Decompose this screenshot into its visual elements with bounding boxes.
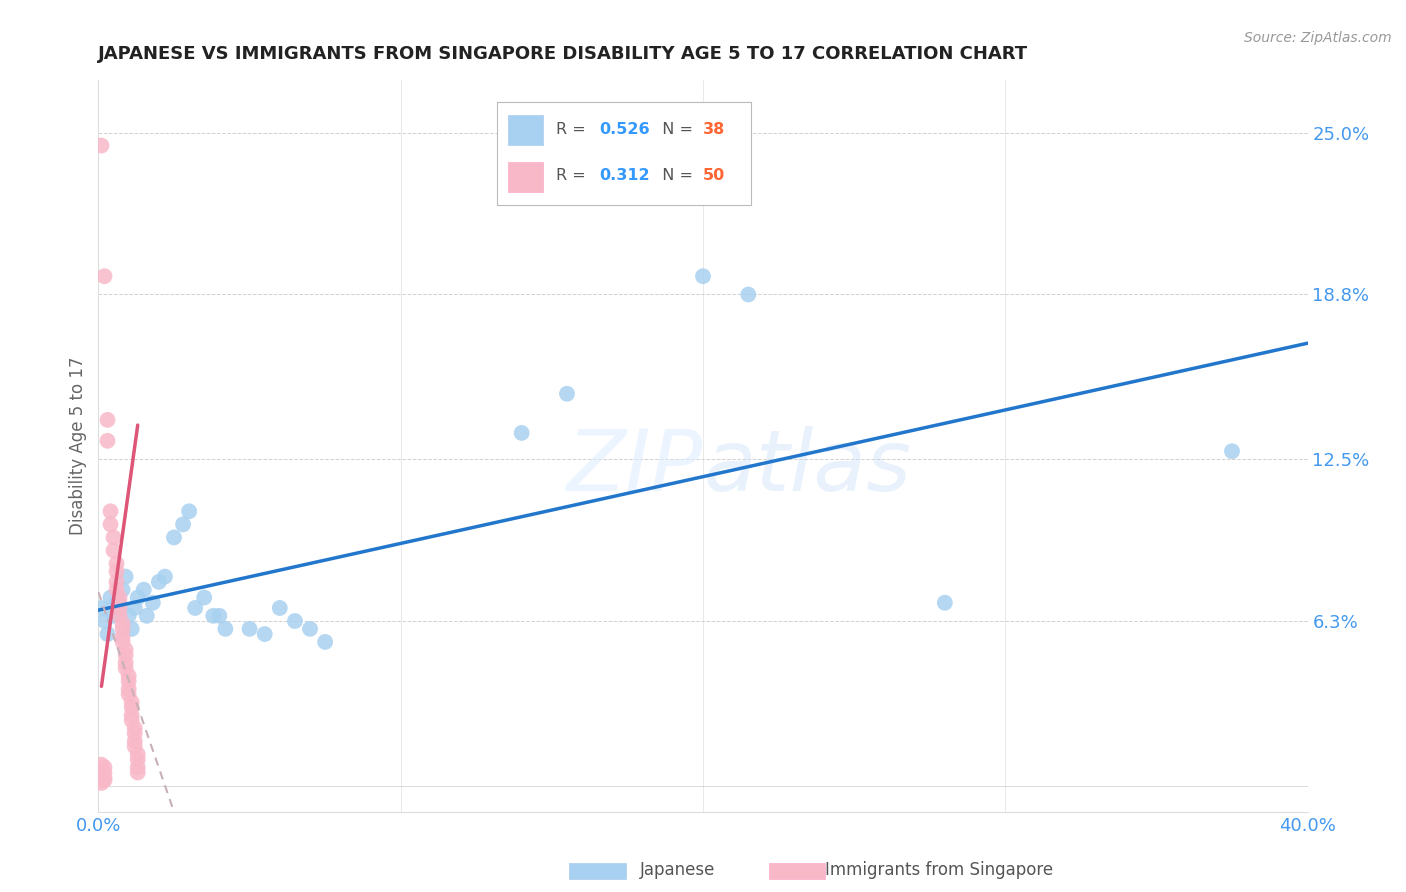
Point [555,386,578,401]
Point [103,543,125,558]
Point [105,565,128,579]
Point [114,569,136,583]
Point [103,530,125,544]
Point [90,771,112,785]
Point [692,269,714,284]
Text: Japanese: Japanese [640,861,716,879]
Point [510,425,533,440]
Point [100,504,122,518]
Point [96,627,118,641]
Y-axis label: Disability Age 5 to 17: Disability Age 5 to 17 [69,357,87,535]
Point [124,734,146,748]
Point [118,608,141,623]
Point [111,622,134,636]
Point [124,721,146,735]
Text: atlas: atlas [703,426,911,509]
Point [1220,444,1243,458]
Point [284,614,307,628]
Point [118,669,141,683]
Text: JAPANESE VS IMMIGRANTS FROM SINGAPORE DISABILITY AGE 5 TO 17 CORRELATION CHART: JAPANESE VS IMMIGRANTS FROM SINGAPORE DI… [98,45,1029,63]
Point [114,656,136,670]
Point [153,569,176,583]
Point [121,714,143,728]
Point [111,616,134,631]
Point [121,622,143,636]
Point [90,138,112,153]
Point [118,681,141,696]
Point [121,700,143,714]
Point [90,757,112,772]
Point [108,601,131,615]
Point [127,591,149,605]
Point [934,596,956,610]
Point [193,591,215,605]
Point [127,752,149,766]
Point [111,630,134,644]
Point [208,608,231,623]
Text: Immigrants from Singapore: Immigrants from Singapore [825,861,1053,879]
Point [103,608,125,623]
Point [124,601,146,615]
Point [114,642,136,657]
Point [108,608,131,623]
Point [253,627,276,641]
Point [100,517,122,532]
Point [111,582,134,597]
Point [93,760,115,774]
Text: ZIP: ZIP [567,426,703,509]
Point [299,622,322,636]
Point [127,747,149,762]
Point [737,287,759,301]
Point [124,726,146,740]
Point [100,591,122,605]
Point [118,687,141,701]
Point [90,763,112,777]
Point [111,635,134,649]
Point [127,760,149,774]
Point [93,771,115,785]
Point [105,557,128,571]
Point [127,765,149,780]
Point [93,269,115,284]
Point [96,413,118,427]
Point [314,635,336,649]
Point [163,530,186,544]
Point [184,601,207,615]
Point [90,776,112,790]
Point [96,434,118,448]
Point [121,695,143,709]
Point [90,768,112,782]
Point [202,608,225,623]
Point [269,601,291,615]
Point [148,574,170,589]
Point [172,517,194,532]
Point [214,622,236,636]
Point [114,661,136,675]
Point [105,574,128,589]
Point [108,601,131,615]
Point [90,601,112,615]
Point [114,648,136,662]
Point [132,582,155,597]
Point [179,504,201,518]
Point [142,596,165,610]
Text: Source: ZipAtlas.com: Source: ZipAtlas.com [1244,31,1392,45]
Point [118,674,141,689]
Point [93,765,115,780]
Point [135,608,157,623]
Point [90,773,112,788]
Point [124,739,146,754]
Point [93,614,115,628]
Point [121,708,143,723]
Point [105,582,128,597]
Point [239,622,262,636]
Point [105,596,128,610]
Point [108,591,131,605]
Point [93,773,115,788]
Point [108,596,131,610]
